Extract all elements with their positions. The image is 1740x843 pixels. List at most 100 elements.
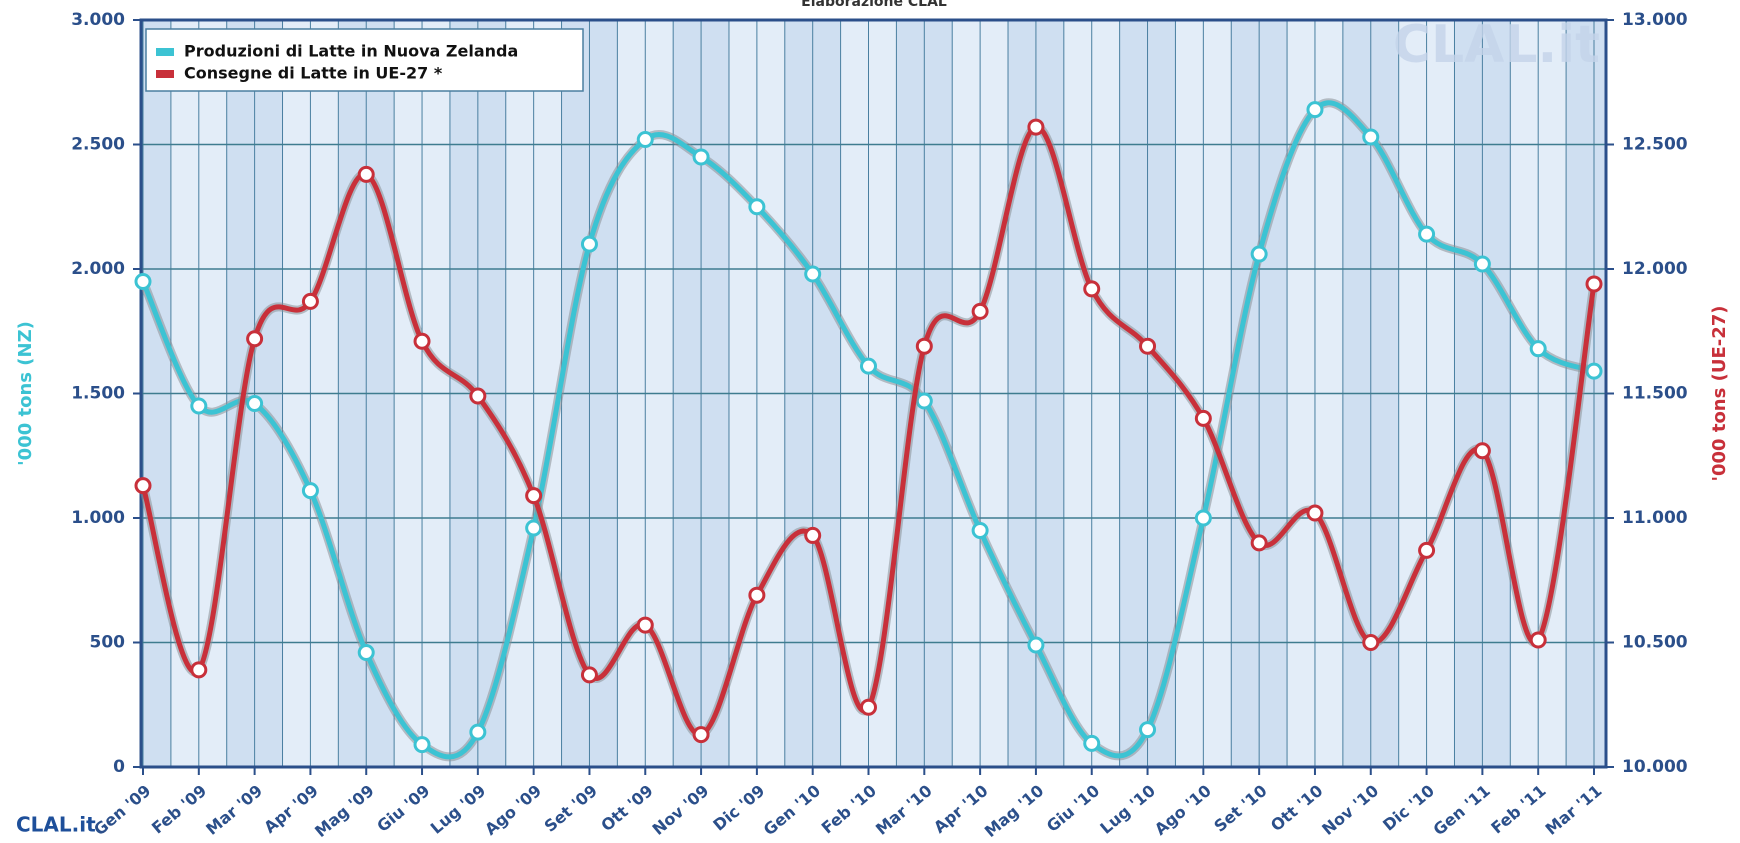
- y-tick-label: 0: [113, 757, 125, 777]
- data-point: [971, 521, 989, 539]
- x-tick-label: Ott '09: [597, 781, 656, 835]
- data-point: [1585, 275, 1603, 293]
- y-tick-label: 1.500: [71, 384, 125, 404]
- y2-tick-label: 11.000: [1622, 508, 1688, 528]
- data-point: [357, 165, 375, 183]
- y2-tick-label: 13.000: [1622, 10, 1688, 30]
- data-point: [636, 131, 654, 149]
- data-point: [860, 698, 877, 716]
- data-point: [413, 736, 431, 754]
- data-point: [692, 148, 710, 166]
- data-point: [301, 292, 319, 310]
- x-tick-label: Dic '10: [1379, 781, 1438, 835]
- data-point: [1083, 280, 1101, 298]
- y-tick-label: 3.000: [71, 10, 125, 30]
- x-tick-label: Lug '09: [427, 781, 490, 838]
- data-point: [580, 666, 598, 684]
- data-point: [413, 332, 431, 350]
- data-point: [804, 526, 822, 544]
- y2-tick-label: 12.500: [1622, 135, 1688, 155]
- x-tick-label: Ago '10: [1151, 781, 1215, 839]
- x-tick-label: Nov '10: [1318, 781, 1382, 839]
- y-axis-title: '000 tons (NZ): [15, 321, 36, 466]
- data-point: [1194, 509, 1212, 527]
- data-point: [246, 330, 264, 348]
- data-point: [1139, 337, 1157, 355]
- data-point: [1585, 362, 1603, 380]
- x-tick-label: Ott '10: [1267, 781, 1326, 835]
- y2-tick-label: 10.500: [1622, 633, 1688, 653]
- x-tick-label: Feb '09: [148, 781, 210, 838]
- x-tick-label: Dic '09: [709, 781, 768, 835]
- data-point: [692, 726, 710, 744]
- y-tick-label: 1.000: [71, 508, 125, 528]
- data-point: [301, 482, 319, 500]
- y2-axis-title: '000 tons (UE-27): [1709, 305, 1730, 481]
- data-point: [860, 357, 877, 375]
- x-tick-label: Set '10: [1210, 781, 1270, 836]
- data-point: [1027, 636, 1045, 654]
- y2-tick-label: 11.500: [1622, 384, 1688, 404]
- plot-clip-left: [0, 20, 141, 767]
- data-point: [804, 265, 822, 283]
- data-point: [1083, 734, 1101, 752]
- x-tick-label: Mag '09: [311, 781, 378, 841]
- x-tick-label: Giu '09: [373, 781, 433, 836]
- legend-swatch: [156, 70, 174, 78]
- x-tick-label: Feb '10: [818, 781, 880, 838]
- x-tick-label: Nov '09: [649, 781, 713, 839]
- x-tick-label: Feb '11: [1487, 781, 1549, 838]
- data-point: [1362, 128, 1380, 146]
- y-tick-label: 2.500: [71, 135, 125, 155]
- data-point: [636, 616, 654, 634]
- y2-tick-label: 12.000: [1622, 259, 1688, 279]
- y2-tick-label: 10.000: [1622, 757, 1688, 777]
- data-point: [134, 272, 152, 290]
- data-point: [190, 397, 208, 415]
- data-point: [1473, 442, 1491, 460]
- data-point: [134, 477, 152, 495]
- x-tick-label: Giu '10: [1043, 781, 1103, 836]
- data-point: [748, 198, 766, 216]
- data-point: [1418, 225, 1436, 243]
- legend-label: Produzioni di Latte in Nuova Zelanda: [184, 42, 518, 61]
- x-tick-label: Gen '09: [90, 781, 154, 839]
- data-point: [1139, 721, 1157, 739]
- x-tick-label: Mar '11: [1542, 781, 1606, 839]
- y-tick-label: 500: [90, 633, 126, 653]
- data-point: [915, 337, 933, 355]
- data-point: [915, 392, 933, 410]
- plot-frame: [139, 18, 1608, 769]
- data-point: [357, 643, 375, 661]
- data-point: [1194, 409, 1212, 427]
- data-point: [525, 487, 543, 505]
- x-tick-label: Mar '09: [202, 781, 266, 839]
- data-point: [1306, 101, 1324, 119]
- data-point: [1418, 541, 1436, 559]
- data-point: [1529, 340, 1547, 358]
- data-point: [1250, 245, 1268, 263]
- x-tick-label: Gen '11: [1429, 781, 1493, 839]
- logo: CLAL.it: [16, 813, 96, 837]
- data-point: [1027, 118, 1045, 136]
- x-tick-label: Gen '10: [760, 781, 824, 839]
- data-point: [1250, 534, 1268, 552]
- legend-label: Consegne di Latte in UE-27 *: [184, 64, 443, 83]
- legend-swatch: [156, 48, 174, 56]
- legend-box: [145, 28, 584, 92]
- x-tick-label: Set '09: [541, 781, 601, 836]
- data-point: [1362, 634, 1380, 651]
- x-tick-label: Mag '10: [981, 781, 1048, 841]
- chart-subtitle: Elaborazione CLAL: [801, 0, 947, 10]
- data-point: [1529, 631, 1547, 649]
- plot-clip-right: [1606, 20, 1666, 767]
- watermark: CLAL.it: [1393, 15, 1600, 75]
- data-point: [580, 235, 598, 253]
- x-tick-label: Mar '10: [872, 781, 936, 839]
- data-point: [469, 387, 487, 405]
- x-tick-label: Lug '10: [1096, 781, 1159, 838]
- data-point: [748, 586, 766, 604]
- data-point: [971, 302, 989, 320]
- y-tick-label: 2.000: [71, 259, 125, 279]
